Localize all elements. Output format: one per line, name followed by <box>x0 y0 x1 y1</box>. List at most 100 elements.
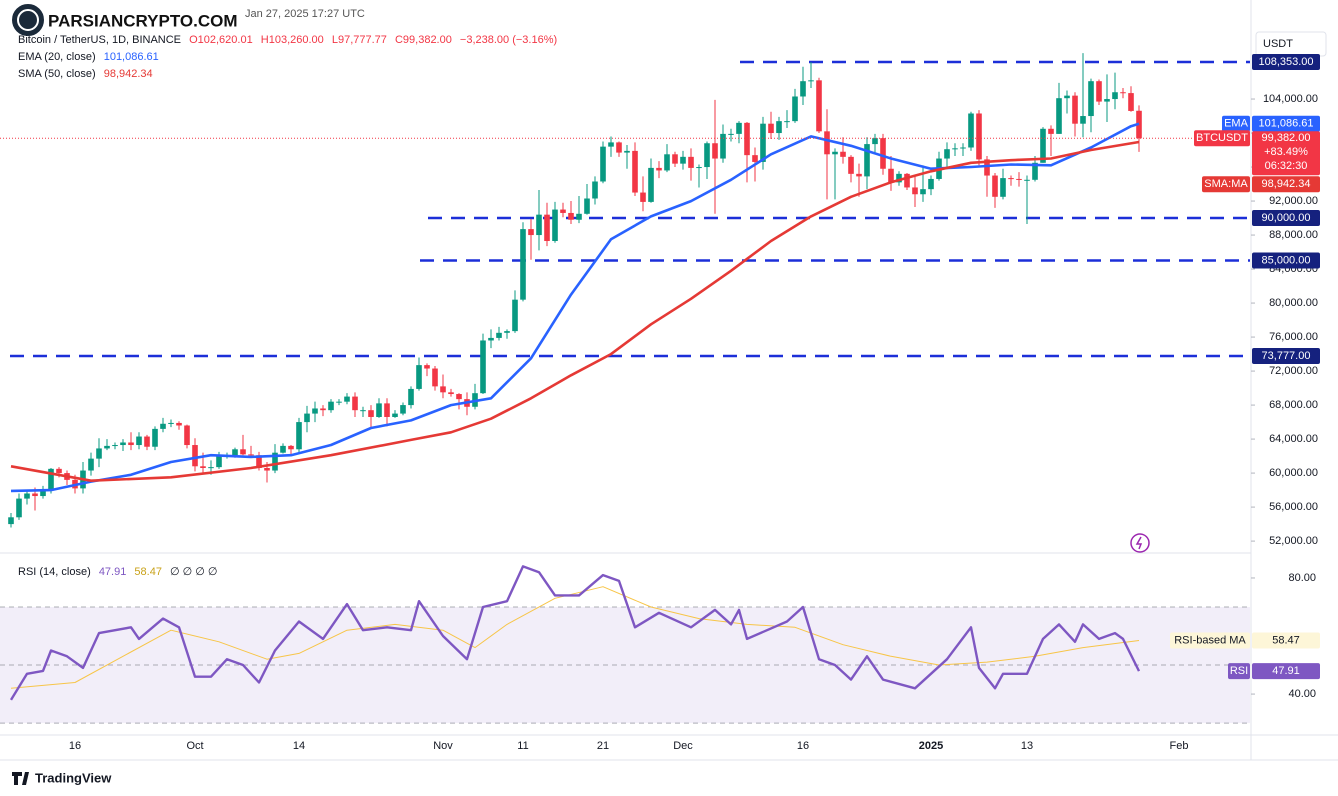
y-tick-label: 60,000.00 <box>1269 467 1318 479</box>
candle-body <box>1112 92 1118 100</box>
candle-body <box>728 133 734 135</box>
candle-body <box>632 150 638 193</box>
watermark-logo-ring <box>17 9 39 31</box>
close: C99,382.00 <box>394 34 452 46</box>
x-tick-label: Dec <box>673 740 693 752</box>
candle-body <box>832 151 838 155</box>
candle-body <box>368 410 374 417</box>
candle-body <box>680 156 686 164</box>
candle-body <box>888 168 894 183</box>
x-tick-label: 21 <box>597 740 609 752</box>
candle-body <box>880 138 886 169</box>
legend-row: Bitcoin / TetherUS, 1D, BINANCE O102,620… <box>18 34 562 46</box>
candle-body <box>840 151 846 157</box>
candle-body <box>248 454 254 456</box>
low: L97,777.77 <box>331 34 387 46</box>
x-tick-label: Oct <box>186 740 203 752</box>
candle-body <box>1000 178 1006 197</box>
candle-body <box>896 173 902 183</box>
candle-body <box>160 423 166 429</box>
candle-body <box>456 394 462 400</box>
candle-body <box>336 401 342 403</box>
last-change: +83.49% <box>1264 146 1308 158</box>
level-badge: 90,000.00 <box>1262 212 1311 224</box>
y-tick-label: 80,000.00 <box>1269 297 1318 309</box>
candle-body <box>280 445 286 453</box>
candle-body <box>176 422 182 426</box>
candle-body <box>672 154 678 164</box>
candle-body <box>128 442 134 446</box>
candle-body <box>1120 92 1126 94</box>
candle-body <box>384 403 390 417</box>
candle-body <box>736 122 742 134</box>
last-price-bg <box>1252 131 1320 176</box>
candle-body <box>712 143 718 159</box>
x-tick-label: 2025 <box>919 740 943 752</box>
candle-body <box>392 413 398 417</box>
candle-body <box>704 143 710 168</box>
candle-body <box>1048 128 1054 134</box>
rsi-tag: RSI <box>1230 665 1248 677</box>
candle-body <box>304 413 310 423</box>
y-tick-label: 40.00 <box>1288 688 1316 700</box>
candle-body <box>352 396 358 411</box>
footer-brand: TradingView <box>35 770 112 785</box>
indicator-line <box>10 140 1140 482</box>
sma-badge: 98,942.34 <box>1262 178 1311 190</box>
candle-body <box>328 401 334 411</box>
candle-body <box>544 214 550 242</box>
rsi-ma-tag: RSI-based MA <box>1174 634 1246 646</box>
candle-body <box>808 80 814 82</box>
candle-body <box>216 455 222 468</box>
rsi-badge: 47.91 <box>1272 665 1300 677</box>
candle-body <box>1064 95 1070 99</box>
y-tick-label: 68,000.00 <box>1269 399 1318 411</box>
rsi-ma-badge: 58.47 <box>1272 634 1300 646</box>
candle-body <box>1008 178 1014 180</box>
candle-body <box>904 173 910 188</box>
candle-body <box>984 159 990 176</box>
candle-body <box>1088 81 1094 117</box>
candle-body <box>416 365 422 389</box>
ema-badge: 101,086.61 <box>1258 118 1313 130</box>
rsi-ma-tag-bg <box>1170 632 1250 649</box>
candle-body <box>104 445 110 449</box>
candle-body <box>1072 95 1078 124</box>
candle-body <box>960 147 966 149</box>
currency[interactable]: USDT <box>1263 38 1293 50</box>
candle-body <box>360 410 366 412</box>
candle-body <box>872 138 878 145</box>
candle-body <box>440 386 446 393</box>
candle-body <box>1104 99 1110 102</box>
sma-tag: SMA:MA <box>1204 178 1248 190</box>
candle-body <box>584 198 590 214</box>
open: O102,620.01 <box>189 34 253 46</box>
last-price-tag: BTCUSDT <box>1196 132 1248 144</box>
candle-body <box>168 422 174 424</box>
rsi-legend: RSI (14, close) 47.91 58.47 ∅ ∅ ∅ ∅ <box>18 565 223 578</box>
alert-icon[interactable] <box>1130 533 1150 553</box>
countdown: 06:32:30 <box>1265 160 1308 172</box>
last-price-tag-bg <box>1194 130 1250 147</box>
candle-body <box>576 213 582 220</box>
candle-body <box>760 123 766 162</box>
candle-body <box>144 436 150 447</box>
candle-body <box>408 388 414 406</box>
ema-badge-bg <box>1252 115 1320 132</box>
rsi-ma-badge-bg <box>1252 632 1320 649</box>
candle-body <box>912 187 918 195</box>
candle-body <box>528 229 534 236</box>
indicator-line <box>9 565 1141 701</box>
candle-body <box>32 493 38 497</box>
candle-body <box>816 80 822 132</box>
rsi-badge-bg <box>1252 663 1320 680</box>
timestamp: Jan 27, 2025 17:27 UTC <box>245 8 365 20</box>
candle-body <box>200 466 206 468</box>
legend-row: EMA (20, close) 101,086.61 <box>18 51 164 63</box>
candle-body <box>480 340 486 394</box>
candle-body <box>824 131 830 155</box>
candle-body <box>928 178 934 190</box>
legend-row: SMA (50, close) 98,942.34 <box>18 68 158 80</box>
